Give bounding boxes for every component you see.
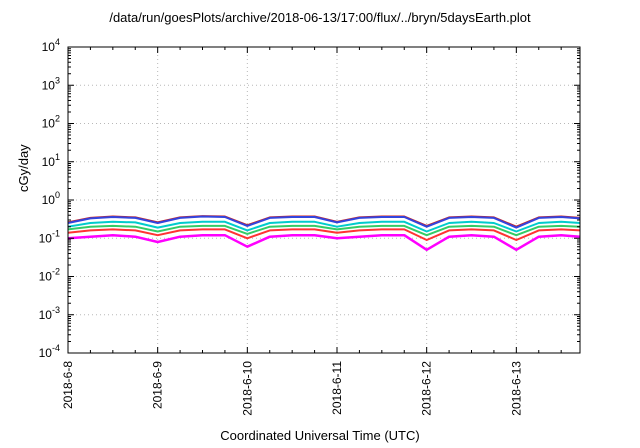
y-tick-label: 10-2 <box>39 267 60 284</box>
tick-layer <box>67 46 580 354</box>
y-tick-label: 10-1 <box>39 228 60 245</box>
series-line <box>67 215 581 229</box>
x-tick-label: 2018-6-10 <box>240 361 254 416</box>
series-line <box>67 220 581 233</box>
y-tick-label: 10-4 <box>39 343 60 360</box>
series-line <box>67 233 581 252</box>
chart-title: /data/run/goesPlots/archive/2018-06-13/1… <box>109 10 531 25</box>
y-tick-label: 10-3 <box>39 305 60 322</box>
y-tick-label: 100 <box>42 190 60 207</box>
x-tick-label: 2018-6-8 <box>61 361 75 409</box>
y-tick-label: 101 <box>42 152 60 169</box>
series-layer <box>67 215 581 252</box>
y-tick-label: 104 <box>42 37 60 54</box>
grid-layer <box>68 47 580 353</box>
x-tick-label: 2018-6-9 <box>151 361 165 409</box>
x-tick-label: 2018-6-11 <box>330 361 344 415</box>
series-line <box>67 224 581 237</box>
x-axis-label: Coordinated Universal Time (UTC) <box>220 428 420 443</box>
series-line <box>67 228 581 241</box>
x-tick-label: 2018-6-13 <box>509 361 523 416</box>
y-tick-label: 103 <box>42 75 60 92</box>
y-axis-label: cGy/day <box>16 144 31 192</box>
y-tick-label: 102 <box>42 114 60 131</box>
x-tick-label: 2018-6-12 <box>420 361 434 416</box>
